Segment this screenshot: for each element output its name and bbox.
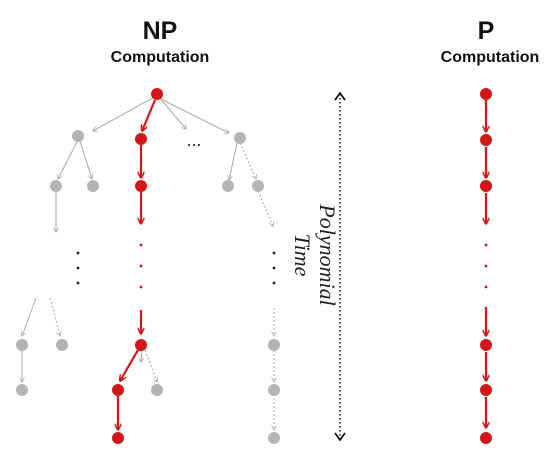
p-title: P bbox=[477, 17, 495, 45]
p-nodes bbox=[480, 88, 492, 444]
np-subtitle: Computation bbox=[110, 49, 210, 66]
np-tree: ... bbox=[16, 88, 280, 444]
time-label-line1: Polynomial bbox=[315, 204, 340, 306]
p-subtitle: Computation bbox=[440, 49, 540, 66]
np-gray-edges bbox=[22, 95, 238, 382]
np-red-nodes bbox=[112, 88, 163, 444]
p-vertical-ellipsis bbox=[484, 243, 488, 289]
time-arrow-bottom-icon bbox=[334, 432, 346, 442]
time-arrow-top-icon bbox=[334, 91, 346, 101]
polynomial-time-label: Polynomial Time bbox=[280, 170, 340, 340]
np-horizontal-ellipsis: ... bbox=[186, 130, 201, 150]
time-label-line2: Time bbox=[290, 233, 315, 277]
np-red-vertical-ellipsis bbox=[139, 243, 143, 289]
p-chain bbox=[480, 88, 492, 444]
np-accepting-path bbox=[118, 99, 157, 430]
np-dotted-edges bbox=[49, 142, 274, 430]
np-title: NP bbox=[142, 17, 178, 45]
np-gray-nodes bbox=[16, 130, 280, 444]
np-vertical-ellipsis bbox=[76, 251, 276, 285]
